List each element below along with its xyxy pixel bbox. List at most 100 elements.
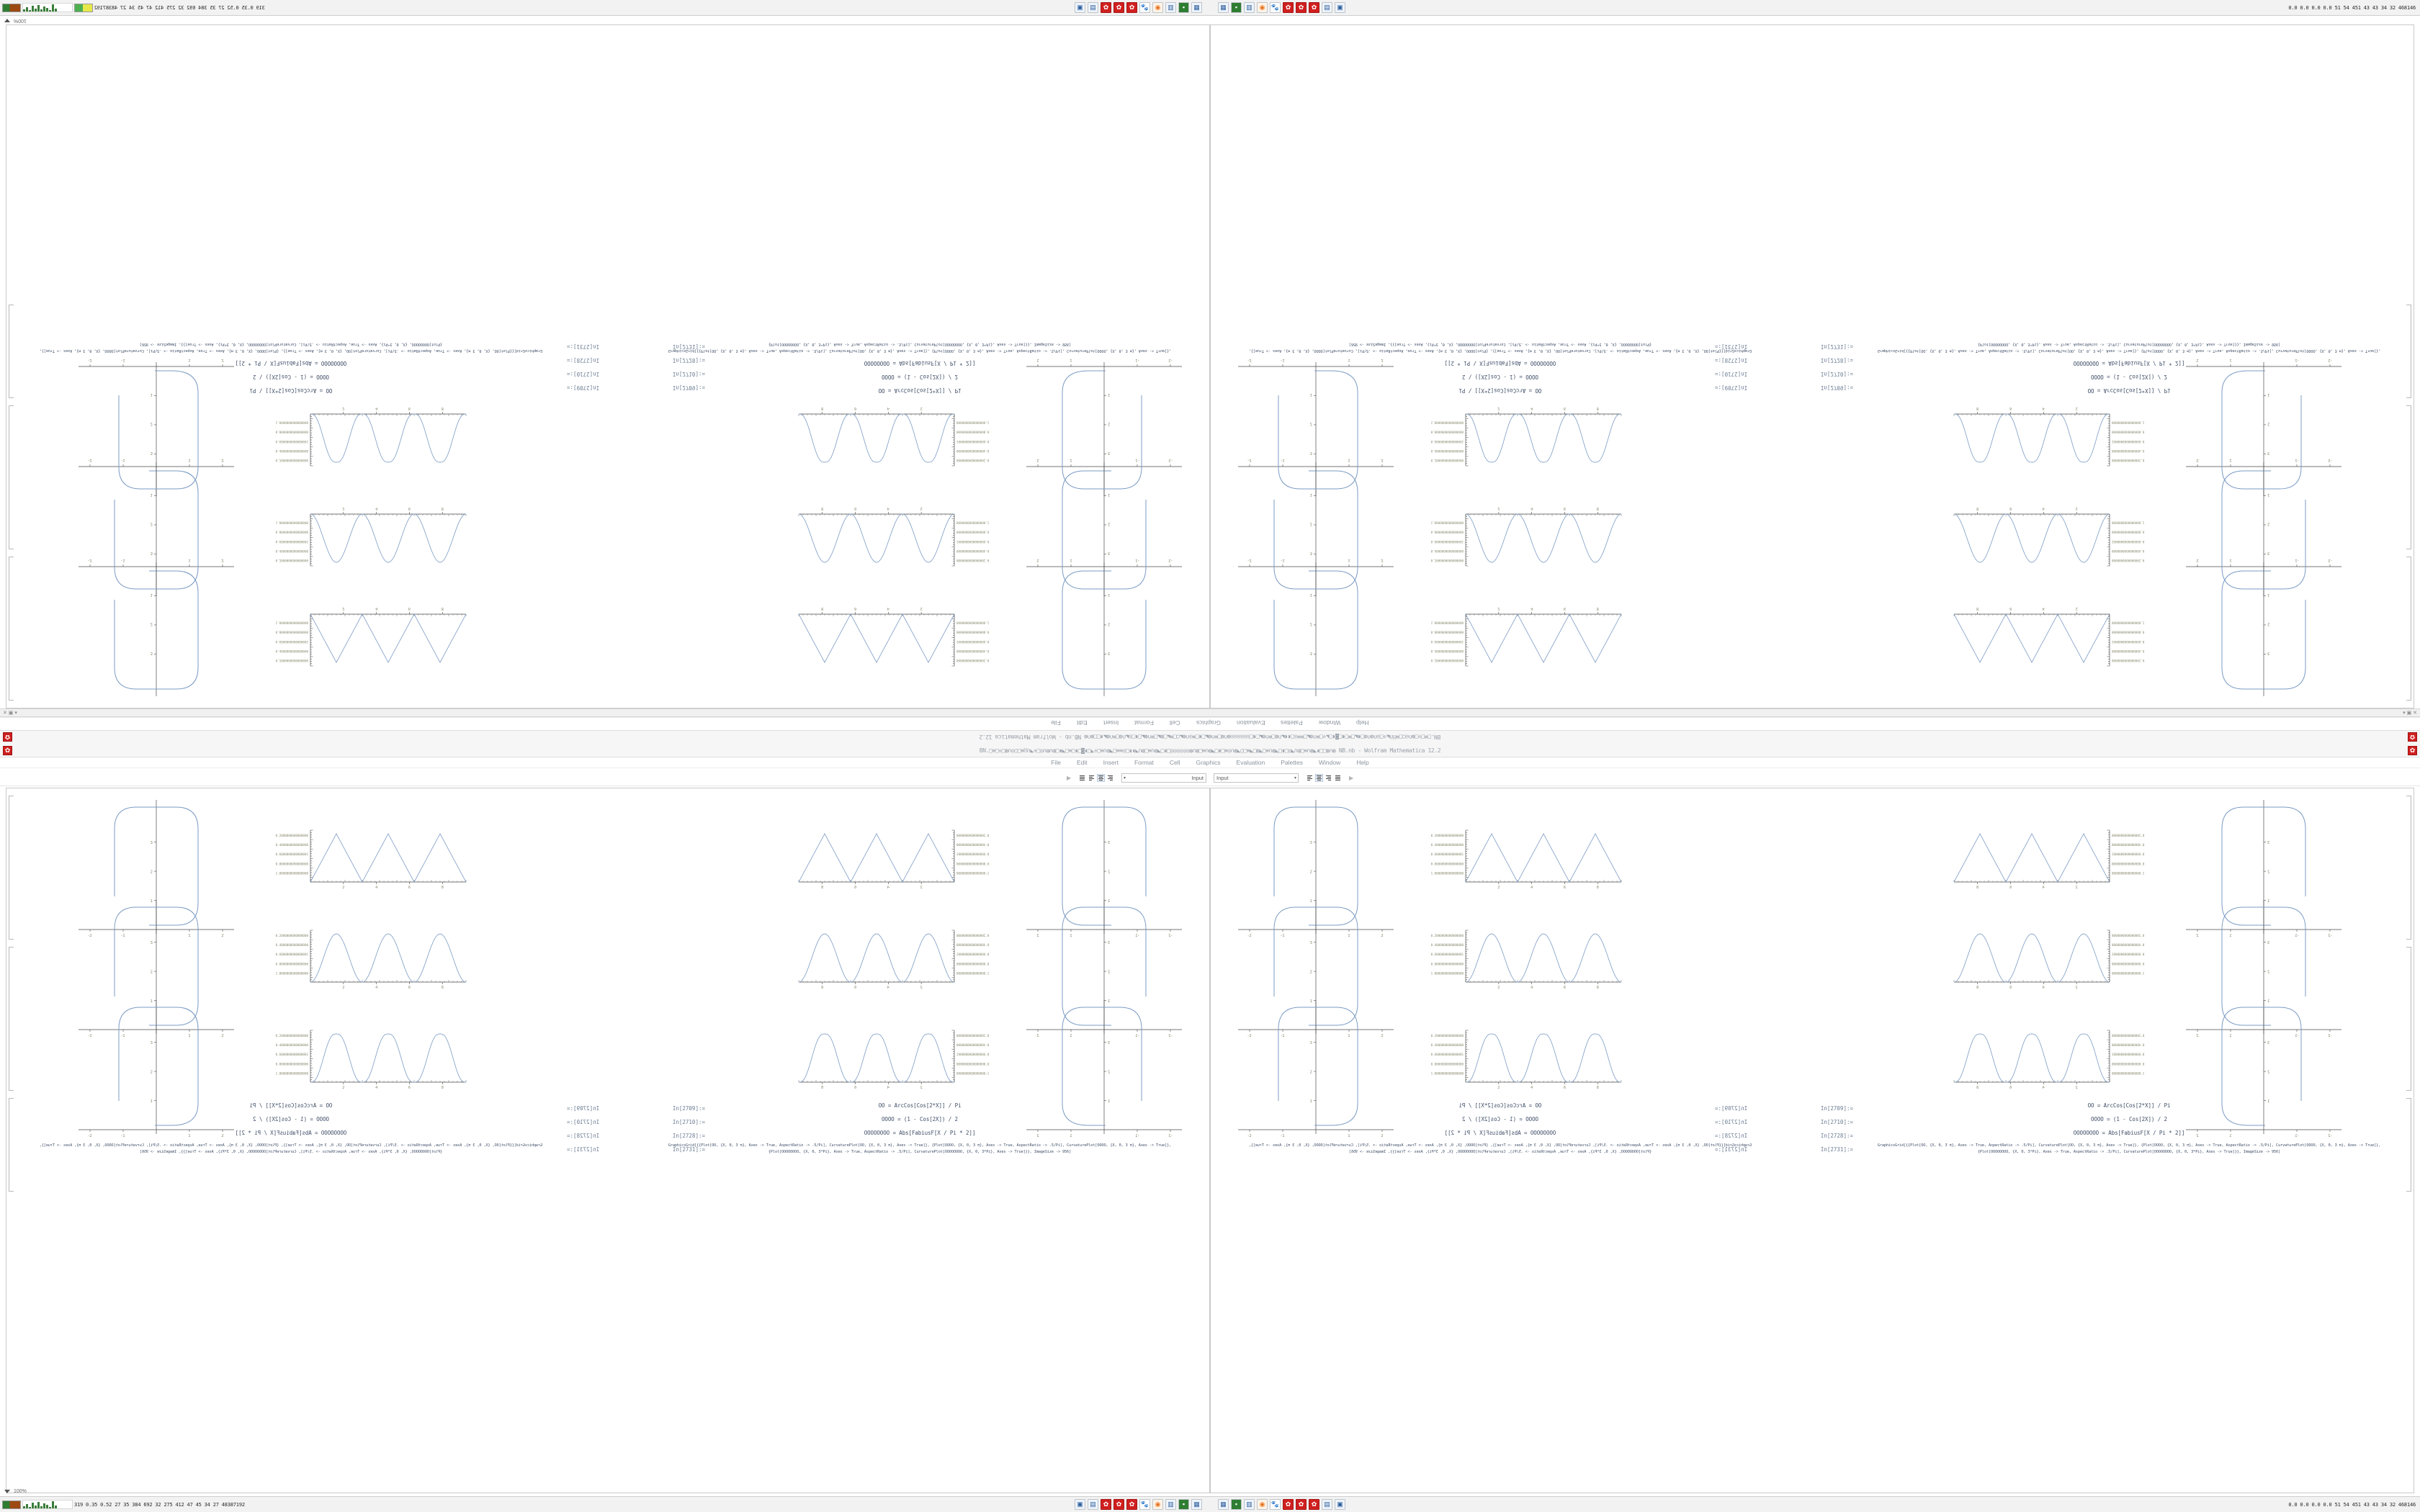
notebook-window-top-left[interactable]: 1 2 3 -2 -1 1 2 1.0000000000000000 0.80000000000… <box>6 24 1210 708</box>
calculator-icon[interactable]: ▤ <box>1088 2 1098 13</box>
style-dropdown-mirror[interactable]: Input ▾ <box>1121 773 1206 783</box>
display-icon[interactable]: ▦ <box>1218 2 1229 13</box>
code-block-right[interactable]: OO = ArcCos[Cos[2*X]] / Pi OOOO = (1 - Co… <box>1863 340 2396 394</box>
menu-item-graphics[interactable]: Graphics <box>1196 719 1221 726</box>
gimp-icon[interactable]: 🐾 <box>1270 1499 1281 1510</box>
code-definition-line[interactable]: OO = ArcCos[Cos[2*X]] / Pi <box>878 387 962 394</box>
code-definition-line[interactable]: OOOOOOOO = Abs[FabiusF[X / Pi * 2]] <box>864 1130 976 1136</box>
gimp-icon[interactable]: 🐾 <box>1270 2 1281 13</box>
code-block-right[interactable]: OO = ArcCos[Cos[2*X]] / Pi OOOO = (1 - Co… <box>1863 1102 2396 1156</box>
cell-bracket[interactable] <box>2406 796 2411 940</box>
align-group-left-mirror[interactable] <box>1078 774 1114 782</box>
align-left-button[interactable] <box>1106 774 1114 782</box>
code-graphicsgrid-line[interactable]: GraphicsGrid[{{Plot[OO, {X, 0, 3 π}, Axe… <box>1248 348 1752 353</box>
code-definition-line[interactable]: OOOOOOOO = Abs[FabiusF[X / Pi * 2]] <box>1444 1130 1556 1136</box>
style-dropdown[interactable]: Input ▾ <box>1214 773 1299 783</box>
chevron-down-icon[interactable] <box>4 1489 10 1493</box>
taskbar-top-apps[interactable]: ▣ ▤ ✿ ✿ ✿ 🐾 ◉ ▥ ▪ ▦ ▦ ▪ ▥ ◉ 🐾 ✿ ✿ ✿ ▤ ▣ <box>920 2 1500 13</box>
code-definition-line[interactable]: OOOO = (1 - Cos[2X]) / 2 <box>1462 374 1538 380</box>
gimp-icon[interactable]: 🐾 <box>1139 1499 1150 1510</box>
terminal-icon[interactable]: ▪ <box>1178 2 1189 13</box>
display-icon[interactable]: ▦ <box>1218 1499 1229 1510</box>
calculator-icon[interactable]: ▤ <box>1088 1499 1098 1510</box>
chevron-down-icon[interactable]: ▾ <box>1124 776 1126 780</box>
window-icon[interactable]: ▣ <box>1075 2 1085 13</box>
menu-item-window[interactable]: Window <box>1318 719 1341 726</box>
code-block-right[interactable]: OO = ArcCos[Cos[2*X]] / Pi OOOO = (1 - Co… <box>24 340 557 394</box>
code-definition-line[interactable]: OOOO = (1 - Cos[2X]) / 2 <box>2091 1116 2167 1122</box>
menu-item-edit[interactable]: Edit <box>1077 719 1088 726</box>
mathematica-icon[interactable]: ✿ <box>1126 1499 1137 1510</box>
menu-item-help[interactable]: Help <box>1356 719 1369 726</box>
menu-item-edit[interactable]: Edit <box>1077 759 1088 766</box>
code-graphicsgrid-line[interactable]: GraphicsGrid[{{Plot[OO, {X, 0, 3 π}, Axe… <box>39 1143 543 1148</box>
code-definition-line[interactable]: OO = ArcCos[Cos[2*X]] / Pi <box>1458 387 1542 394</box>
code-block-left[interactable]: OO = ArcCos[Cos[2*X]] / Pi OOOO = (1 - Co… <box>1234 1102 1767 1156</box>
code-graphicsgrid-line[interactable]: GraphicsGrid[{{Plot[OO, {X, 0, 3 π}, Axe… <box>39 348 543 353</box>
menu-item-evaluation[interactable]: Evaluation <box>1236 759 1265 766</box>
terminal-icon[interactable]: ▪ <box>1231 1499 1242 1510</box>
code-block-right[interactable]: OO = ArcCos[Cos[2*X]] / Pi OOOO = (1 - Co… <box>24 1102 557 1156</box>
menu-item-palettes[interactable]: Palettes <box>1281 759 1303 766</box>
mathematica-icon[interactable]: ✿ <box>1113 2 1124 13</box>
code-graphicsgrid-line[interactable]: {Plot[OOOOOOOO, {X, 0, 3*Pi}, Axes -> Tr… <box>768 342 1072 346</box>
floppy-icon[interactable]: ▥ <box>1165 2 1176 13</box>
code-definition-line[interactable]: OOOO = (1 - Cos[2X]) / 2 <box>882 374 958 380</box>
window-icon[interactable]: ▣ <box>1075 1499 1085 1510</box>
menu-item-window[interactable]: Window <box>1318 759 1341 766</box>
terminal-icon[interactable]: ▪ <box>1178 1499 1189 1510</box>
code-definition-line[interactable]: OO = ArcCos[Cos[2*X]] / Pi <box>878 1102 962 1109</box>
notebook-window-top-right[interactable]: 1 2 3 -2 -1 1 2 1.0000000000000000 0.80000000000… <box>1210 24 2414 708</box>
menu-item-graphics[interactable]: Graphics <box>1196 759 1221 766</box>
cell-bracket[interactable] <box>2406 405 2411 549</box>
menu-item-help[interactable]: Help <box>1356 759 1369 766</box>
code-graphicsgrid-line[interactable]: {Plot[OOOOOOOO, {X, 0, 3*Pi}, Axes -> Tr… <box>1977 1150 2281 1154</box>
code-graphicsgrid-line[interactable]: {Plot[OOOOOOOO, {X, 0, 3*Pi}, Axes -> Tr… <box>768 1150 1072 1154</box>
mathematica-icon[interactable]: ✿ <box>2408 745 2417 755</box>
titlebar-lower[interactable]: ✿ BN.□≡□✢□◍∩◎◯□≡ℍ∩◣✢□◎∩◍∩◍□◖◣□≡□◖□◙◖□◣✢□… <box>0 744 2420 757</box>
mathematica-icon[interactable]: ✿ <box>1296 2 1307 13</box>
align-left-button[interactable] <box>1306 774 1314 782</box>
cell-bracket[interactable] <box>9 405 14 549</box>
code-definition-line[interactable]: OO = ArcCos[Cos[2*X]] / Pi <box>2087 387 2171 394</box>
collapse-arrow-left-mirror[interactable]: ◀ <box>1066 775 1071 781</box>
code-graphicsgrid-line[interactable]: {Plot[OOOOOOOO, {X, 0, 3*Pi}, Axes -> Tr… <box>139 342 443 346</box>
code-definition-line[interactable]: OOOOOOOO = Abs[FabiusF[X / Pi * 2]] <box>1444 360 1556 366</box>
code-definition-line[interactable]: OO = ArcCos[Cos[2*X]] / Pi <box>2087 1102 2171 1109</box>
cell-bracket[interactable] <box>9 305 14 398</box>
titlebar-upper[interactable]: ✿ BN.□≡□✢□◍∩◎◯□≡ℍ∩◣✢□◎∩◍∩◍□◖◣□≡□◖□◙◖□◣✢□… <box>0 730 2420 744</box>
code-graphicsgrid-line[interactable]: {Plot[OOOOOOOO, {X, 0, 3*Pi}, Axes -> Tr… <box>139 1150 443 1154</box>
taskbar-top[interactable]: 319 0.35 0.52 27 35 384 692 32 275 412 4… <box>0 0 2420 16</box>
code-definition-line[interactable]: OO = ArcCos[Cos[2*X]] / Pi <box>249 387 333 394</box>
taskbar-bottom-apps[interactable]: ▣ ▤ ✿ ✿ ✿ 🐾 ◉ ▥ ▪ ▦ ▦ ▪ ▥ ◉ 🐾 ✿ ✿ ✿ ▤ ▣ <box>920 1499 1500 1510</box>
chevron-down-icon[interactable] <box>4 19 10 23</box>
floppy-icon[interactable]: ▥ <box>1244 1499 1255 1510</box>
code-graphicsgrid-line[interactable]: GraphicsGrid[{{Plot[OO, {X, 0, 3 π}, Axe… <box>668 348 1172 353</box>
code-definition-line[interactable]: OOOOOOOO = Abs[FabiusF[X / Pi * 2]] <box>864 360 976 366</box>
code-definition-line[interactable]: OOOOOOOO = Abs[FabiusF[X / Pi * 2]] <box>2073 360 2185 366</box>
code-definition-line[interactable]: OO = ArcCos[Cos[2*X]] / Pi <box>249 1102 333 1109</box>
code-definition-line[interactable]: OOOOOOOO = Abs[FabiusF[X / Pi * 2]] <box>235 1130 347 1136</box>
align-justify-button[interactable] <box>1334 774 1342 782</box>
menu-item-cell[interactable]: Cell <box>1169 719 1180 726</box>
notebook-window-bottom-right[interactable]: 1 2 3 -2 -1 1 2 1.0000000000000000 0.80000000000… <box>1210 788 2414 1493</box>
code-definition-line[interactable]: OOOO = (1 - Cos[2X]) / 2 <box>253 1116 329 1122</box>
display-icon[interactable]: ▦ <box>1191 2 1202 13</box>
firefox-icon[interactable]: ◉ <box>1257 2 1268 13</box>
window-icon[interactable]: ▣ <box>1335 1499 1345 1510</box>
menubar-mirrored-upper[interactable]: File Edit Insert Format Cell Graphics Ev… <box>0 717 2420 728</box>
menu-item-palettes[interactable]: Palettes <box>1281 719 1303 726</box>
collapse-arrow-right[interactable]: ▶ <box>1349 775 1354 781</box>
code-block-left[interactable]: OO = ArcCos[Cos[2*X]] / Pi OOOO = (1 - Co… <box>653 340 1186 394</box>
cell-bracket[interactable] <box>9 1098 14 1192</box>
mathematica-icon[interactable]: ✿ <box>3 732 12 742</box>
firefox-icon[interactable]: ◉ <box>1152 1499 1163 1510</box>
code-definition-line[interactable]: OOOO = (1 - Cos[2X]) / 2 <box>2091 374 2167 380</box>
display-icon[interactable]: ▦ <box>1191 1499 1202 1510</box>
mathematica-icon[interactable]: ✿ <box>3 745 12 755</box>
code-definition-line[interactable]: OOOOOOOO = Abs[FabiusF[X / Pi * 2]] <box>2073 1130 2185 1136</box>
menu-item-format[interactable]: Format <box>1134 759 1154 766</box>
mathematica-icon[interactable]: ✿ <box>2408 732 2417 742</box>
mathematica-icon[interactable]: ✿ <box>1283 1499 1294 1510</box>
cell-bracket[interactable] <box>9 796 14 940</box>
